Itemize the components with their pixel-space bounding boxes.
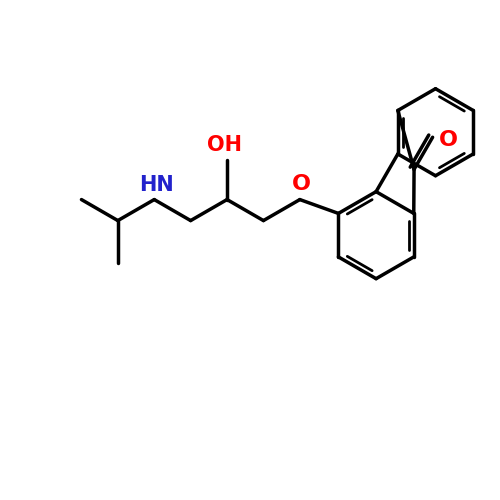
Text: OH: OH [207,134,242,154]
Text: O: O [292,174,311,194]
Text: O: O [438,130,458,150]
Text: HN: HN [140,174,174,195]
